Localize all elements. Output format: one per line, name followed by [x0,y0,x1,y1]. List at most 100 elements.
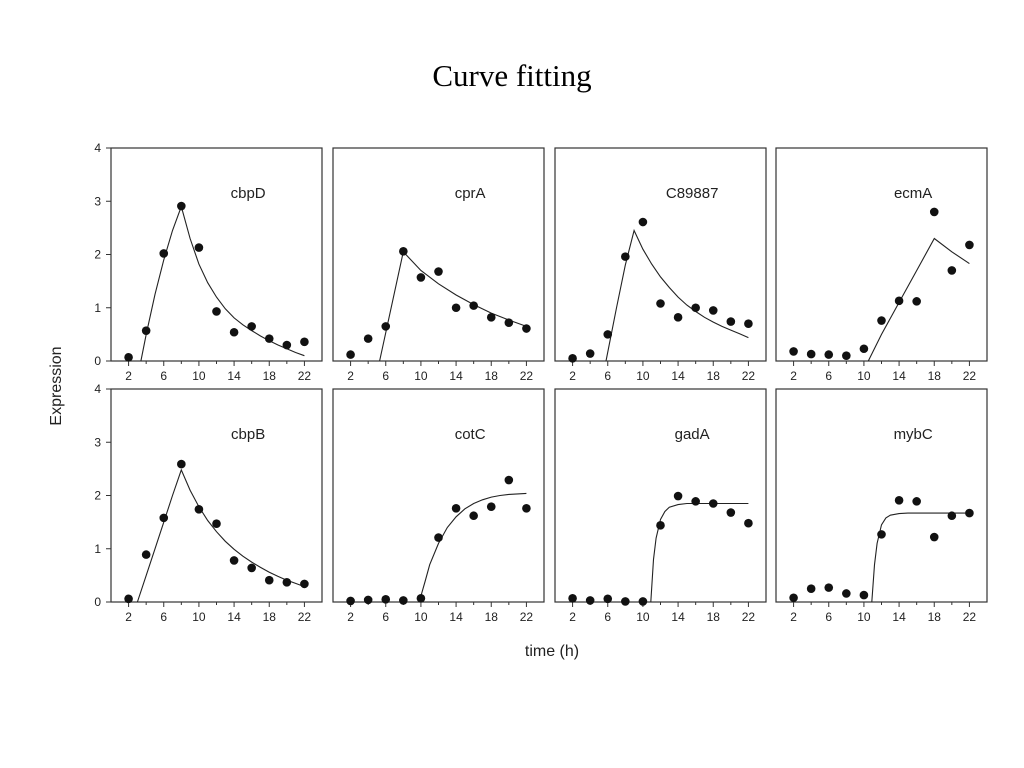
panel-frame [332,388,545,603]
gene-label: mybC [894,426,933,443]
data-point [381,595,391,604]
data-point [842,589,851,598]
x-tick-label: 22 [298,369,312,383]
panel-cbpD: 2 6 10 14 18 22 0 1 2 3 4 cbpD [94,141,323,383]
data-point [621,252,630,261]
y-tick-label: 0 [94,354,101,368]
x-tick-label: 6 [825,369,832,383]
data-point [229,327,239,337]
x-tick-label: 6 [825,610,832,624]
data-point [673,313,683,322]
data-point [894,495,904,505]
data-point [656,299,665,308]
data-point [264,334,274,343]
data-point [399,596,408,605]
panel-cprA: 2 6 10 14 18 22 cprA [332,147,545,383]
data-point [177,459,186,469]
data-point [585,596,595,605]
data-point [894,296,904,306]
x-tick-label: 10 [192,610,206,624]
x-tick-label: 14 [892,369,906,383]
fit-curve [140,204,305,362]
data-point [451,503,461,513]
x-tick-label: 10 [857,610,871,624]
data-point [486,502,496,511]
x-tick-label: 22 [520,610,534,624]
x-tick-label: 18 [928,369,942,383]
data-point [877,316,886,325]
data-point [691,497,700,506]
fit-curve [650,502,749,603]
x-tick-label: 2 [347,369,354,383]
data-point [124,594,133,604]
x-tick-label: 2 [569,610,576,624]
data-point [708,499,718,508]
data-point [824,350,834,359]
data-point [806,349,816,359]
data-point [300,579,309,589]
x-tick-label: 14 [449,369,463,383]
data-point [141,550,151,559]
x-tick-label: 6 [160,369,167,383]
x-tick-label: 22 [963,610,977,624]
x-tick-label: 2 [790,610,797,624]
data-point [399,247,408,256]
data-point [212,307,221,316]
data-point [346,596,355,606]
x-tick-label: 6 [604,369,611,383]
data-point [469,301,478,310]
x-tick-label: 2 [347,610,354,624]
data-point [568,354,577,363]
data-point [504,318,514,327]
data-point [194,505,204,514]
panel-frame [554,388,767,603]
data-point [568,593,577,603]
data-point [824,583,834,592]
data-point [522,503,531,513]
x-tick-label: 2 [569,369,576,383]
data-point [247,563,256,573]
x-tick-label: 10 [414,369,428,383]
y-tick-label: 1 [94,542,101,556]
x-tick-label: 6 [382,369,389,383]
data-point [264,575,274,585]
gene-label: cotC [455,426,486,443]
panel-gadA: 2 6 10 14 18 22 gadA [554,388,767,624]
fit-curve [871,512,970,603]
panel-C89887: 2 6 10 14 18 22 C89887 [554,147,767,383]
data-point [877,530,886,539]
gene-label: C89887 [666,185,719,202]
data-point [789,593,798,603]
data-point [673,491,683,501]
data-point [194,243,204,252]
x-axis-label: time (h) [524,643,580,660]
gene-label: cbpB [231,426,265,443]
data-point [416,273,426,282]
data-point [947,511,957,521]
y-tick-label: 2 [94,248,101,262]
data-point [603,330,613,339]
data-point [603,594,613,604]
data-point [656,521,665,530]
panel-cotC: 2 6 10 14 18 22 cotC [332,388,545,624]
data-point [726,508,736,517]
gene-label: gadA [675,426,710,443]
data-point [247,322,256,331]
x-tick-label: 6 [160,610,167,624]
data-point [691,303,700,313]
x-tick-label: 14 [227,369,241,383]
x-tick-label: 14 [671,610,685,624]
data-point [346,350,355,359]
x-tick-label: 18 [263,610,277,624]
y-tick-label: 4 [94,141,101,155]
fit-curve [418,492,527,603]
data-point [859,344,869,354]
panel-cbpB: 2 6 10 14 18 22 0 1 2 3 4 cbpB [94,382,323,624]
panel-frame [332,147,545,362]
data-point [744,518,753,528]
data-point [912,297,921,306]
x-tick-label: 10 [414,610,428,624]
x-tick-label: 22 [742,610,756,624]
data-point [585,349,595,358]
data-point [638,217,648,227]
